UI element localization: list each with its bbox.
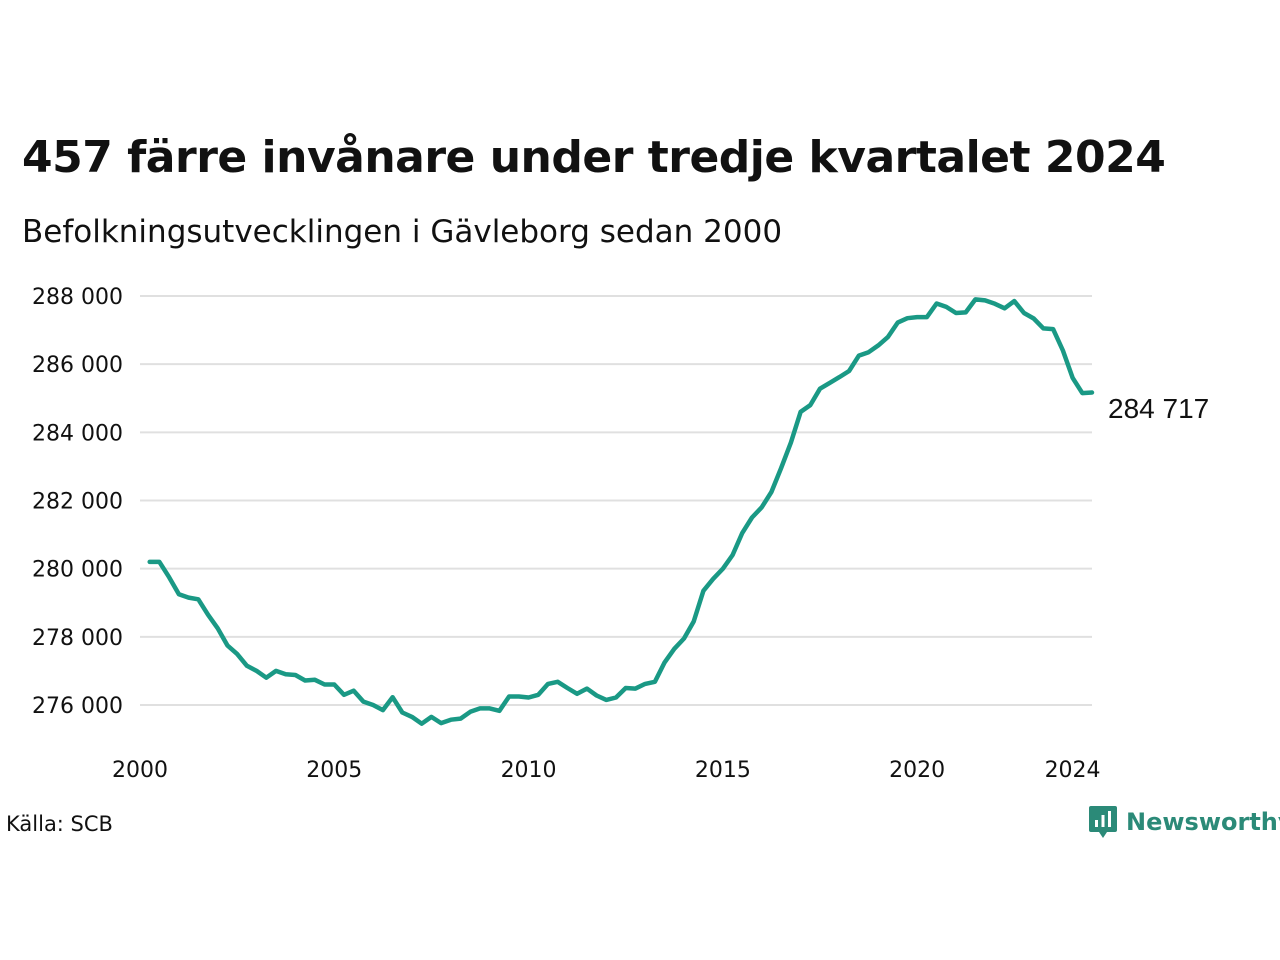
- brand-name: Newsworthy: [1126, 808, 1280, 836]
- y-tick-label: 280 000: [32, 558, 123, 583]
- chart-subtitle: Befolkningsutvecklingen i Gävleborg seda…: [22, 214, 783, 250]
- y-tick-label: 276 000: [32, 694, 123, 719]
- x-tick-label: 2005: [306, 758, 362, 783]
- x-tick-label: 2020: [889, 758, 945, 783]
- series-lines: [147, 297, 1095, 726]
- y-tick-label: 284 000: [32, 421, 123, 446]
- source-note: Källa: SCB: [6, 812, 113, 836]
- chart-title: 457 färre invånare under tredje kvartale…: [22, 132, 1166, 183]
- y-tick-label: 288 000: [32, 285, 123, 310]
- x-axis-tick-labels: 2000 2005 2010 2015 2020 2024: [112, 758, 1101, 783]
- y-tick-label: 282 000: [32, 490, 123, 515]
- y-axis-tick-labels: 276 000 278 000 280 000 282 000 284 000 286 0…: [32, 285, 123, 719]
- x-tick-label: 2015: [695, 758, 751, 783]
- x-tick-label: 2024: [1045, 758, 1101, 783]
- x-tick-label: 2000: [112, 758, 168, 783]
- y-tick-label: 286 000: [32, 353, 123, 378]
- gridlines: [140, 295, 1092, 706]
- y-tick-label: 278 000: [32, 626, 123, 651]
- brand-logo[interactable]: Newsworthy: [1088, 804, 1280, 840]
- series-line: [147, 297, 1095, 726]
- newsworthy-logo-icon: [1089, 806, 1117, 838]
- end-labels: 284 717: [1108, 393, 1209, 424]
- x-tick-label: 2010: [501, 758, 557, 783]
- end-value-label: 284 717: [1108, 393, 1209, 424]
